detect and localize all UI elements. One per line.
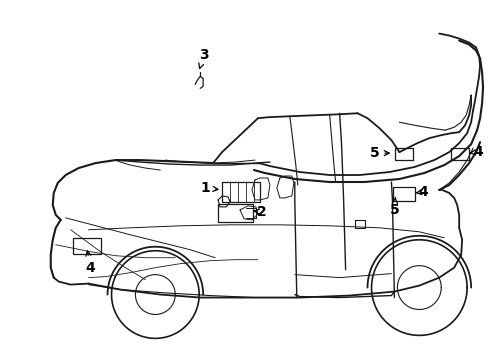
Text: 4: 4: [469, 145, 482, 159]
Text: 4: 4: [415, 185, 427, 199]
Text: 5: 5: [369, 146, 388, 160]
Text: 2: 2: [253, 205, 266, 219]
Text: 3: 3: [199, 49, 208, 68]
Text: 1: 1: [200, 181, 218, 195]
Text: 5: 5: [389, 197, 399, 217]
Text: 4: 4: [85, 251, 95, 275]
